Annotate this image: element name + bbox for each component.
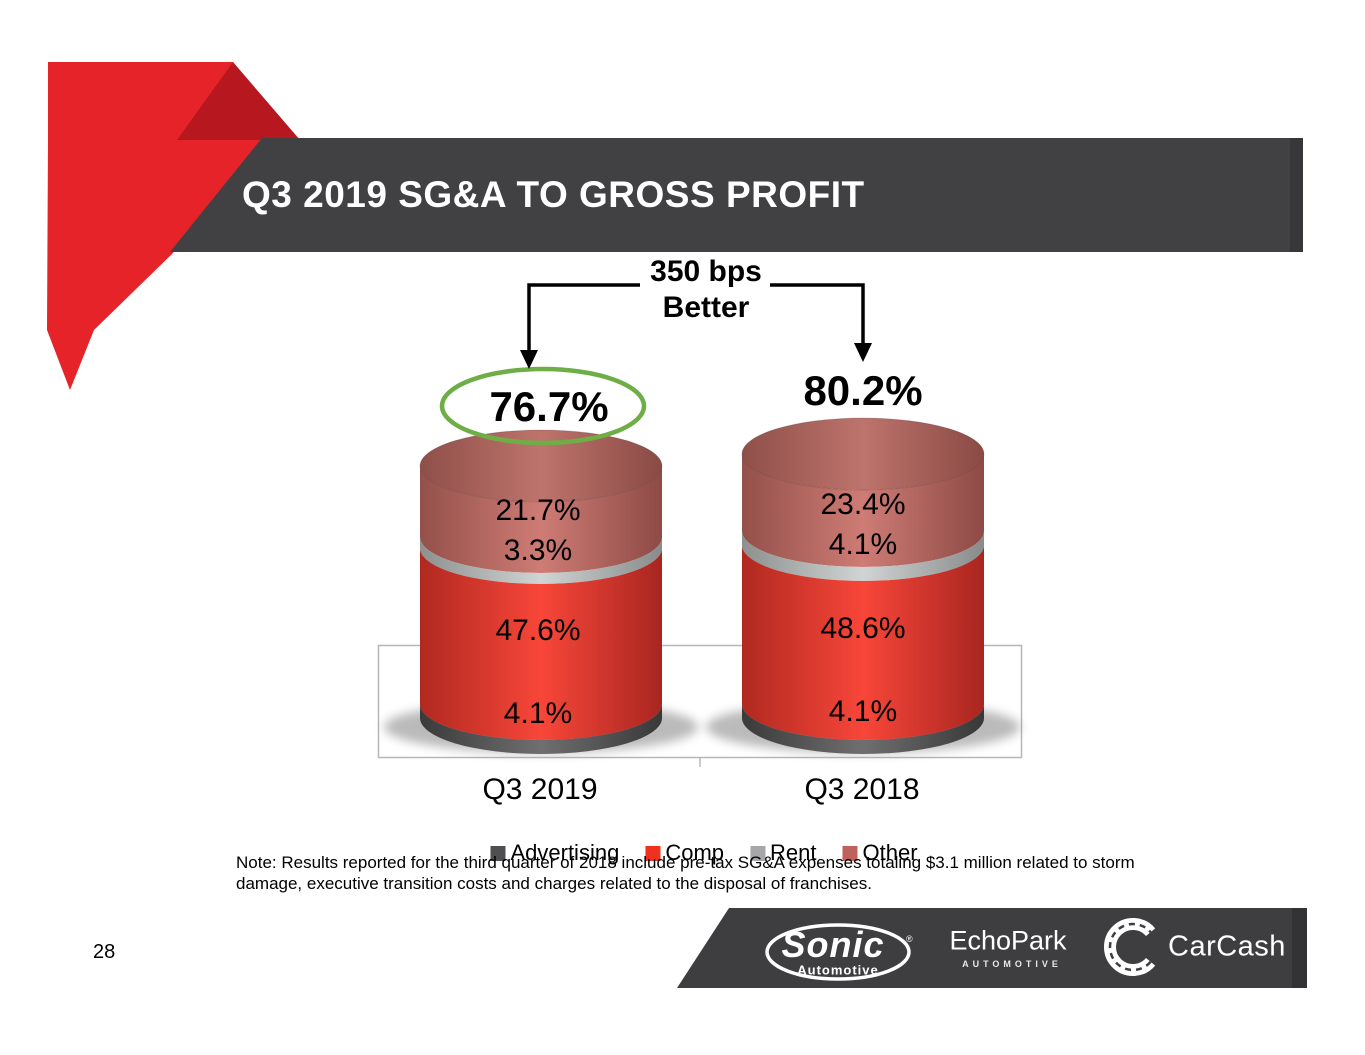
legend-swatch-rent-icon [750,845,766,861]
footer-banner-edge [1292,908,1307,988]
footnote-line-2: damage, executive transition costs and c… [236,874,872,893]
legend-label-rent: Rent [770,840,817,865]
arrow-left-line [527,283,640,350]
highlight-ellipse [439,366,647,446]
segment-comp-2018 [742,545,984,740]
legend-item-rent: Rent [750,840,816,866]
legend-item-advertising: Advertising [490,840,619,866]
legend-item-comp: Comp [645,840,724,866]
legend-swatch-advertising-icon [490,845,506,861]
category-q3-2018: Q3 2018 [804,773,920,806]
cylinder-top-2019 [419,429,663,503]
legend-item-other: Other [842,840,918,866]
arrow-right-line [770,283,865,343]
segment-rent-2019 [420,537,662,584]
legend-swatch-other-icon [842,845,858,861]
legend-label-other: Other [862,840,918,865]
total-q3-2018: 80.2% [803,367,923,414]
label-comp-2019: 47.6% [495,614,581,647]
footnote-line-1: Note: Results reported for the third qua… [236,853,1135,872]
legend-swatch-comp-icon [645,845,661,861]
cylinder-top-2018 [741,417,985,491]
label-advertising-2018: 4.1% [828,695,898,728]
total-q3-2019: 76.7% [489,383,609,430]
title-banner [170,138,1303,252]
segment-advertising-2018 [742,704,984,754]
segment-other-2018 [742,454,984,567]
sonic-logo-oval-icon [765,923,911,981]
label-other-2019: 21.7% [495,494,581,527]
echopark-logo-tagline: AUTOMOTIVE [962,959,1062,969]
segment-other-2019 [420,466,662,573]
arrow-right-head-icon [854,343,872,362]
chart-legend: Advertising Comp Rent Other [490,840,918,866]
echopark-logo-wordmark: EchoPark [949,925,1067,956]
legend-label-advertising: Advertising [510,840,620,865]
sonic-logo-wordmark: Sonic [781,924,885,965]
annotation-better: Better [662,291,750,324]
arrow-left-head-icon [520,350,538,369]
segment-advertising-2019 [420,704,662,754]
sonic-registered-mark: ® [906,934,913,944]
label-rent-2019: 3.3% [503,534,573,567]
category-q3-2019: Q3 2019 [482,773,598,806]
cylinder-q3-2019 [419,429,663,754]
red-ribbon-fold [177,62,300,140]
footnote: Note: Results reported for the third qua… [236,852,1135,894]
red-ribbon [47,62,262,390]
label-rent-2018: 4.1% [828,528,898,561]
label-advertising-2019: 4.1% [503,697,573,730]
segment-rent-2018 [742,531,984,581]
carcash-logo-wordmark: CarCash [1168,930,1286,963]
label-comp-2018: 48.6% [820,612,906,645]
legend-label-comp: Comp [665,840,725,865]
page-title: Q3 2019 SG&A TO GROSS PROFIT [242,174,865,215]
sonic-logo-tagline: Automotive [797,962,879,978]
label-other-2018: 23.4% [820,488,906,521]
annotation-350bps: 350 bps [650,255,762,288]
title-banner-edge [1290,138,1303,252]
page-number: 28 [93,941,116,963]
segment-comp-2019 [420,548,662,740]
carcash-logo-icon [1104,918,1156,976]
cylinder-q3-2018 [741,417,985,754]
